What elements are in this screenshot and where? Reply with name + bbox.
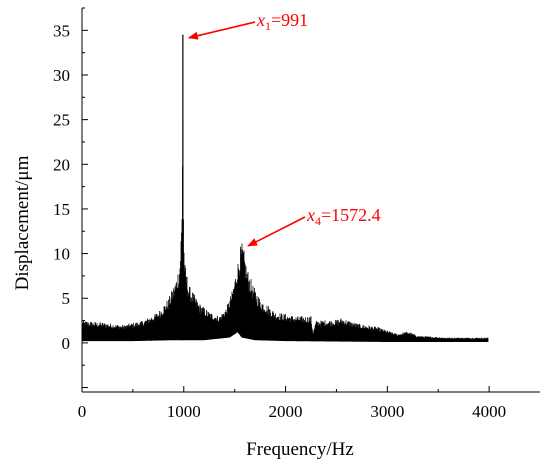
y-tick-label: 35 <box>53 21 70 40</box>
y-tick-label: 5 <box>62 289 71 308</box>
plot-area <box>81 34 489 342</box>
y-axis-title: Displacement/μm <box>12 155 33 290</box>
y-tick-label: 0 <box>62 334 71 353</box>
annotation-label: x4=1572.4 <box>306 205 381 228</box>
x-tick-label: 1000 <box>167 402 201 421</box>
annotations: x1=991 x4=1572.4 <box>187 10 381 247</box>
annotation-arrow <box>247 216 306 247</box>
annotation-label: x1=991 <box>256 10 308 33</box>
y-tick-label: 25 <box>53 111 70 130</box>
x-tick-label: 2000 <box>269 402 303 421</box>
series-0-trace <box>81 120 489 342</box>
x-tick-label: 3000 <box>370 402 404 421</box>
annotation-arrow <box>187 21 256 40</box>
y-tick-label: 30 <box>53 66 70 85</box>
y-tick-label: 15 <box>53 200 70 219</box>
x-tick-label: 0 <box>78 402 87 421</box>
x-axis-title: Frequency/Hz <box>246 439 354 460</box>
y-tick-label: 20 <box>53 155 70 174</box>
x-tick-label: 4000 <box>472 402 506 421</box>
axes: 0 1000 2000 3000 4000 0 5 10 15 20 25 30 35 <box>53 7 540 421</box>
y-tick-label: 10 <box>53 245 70 264</box>
